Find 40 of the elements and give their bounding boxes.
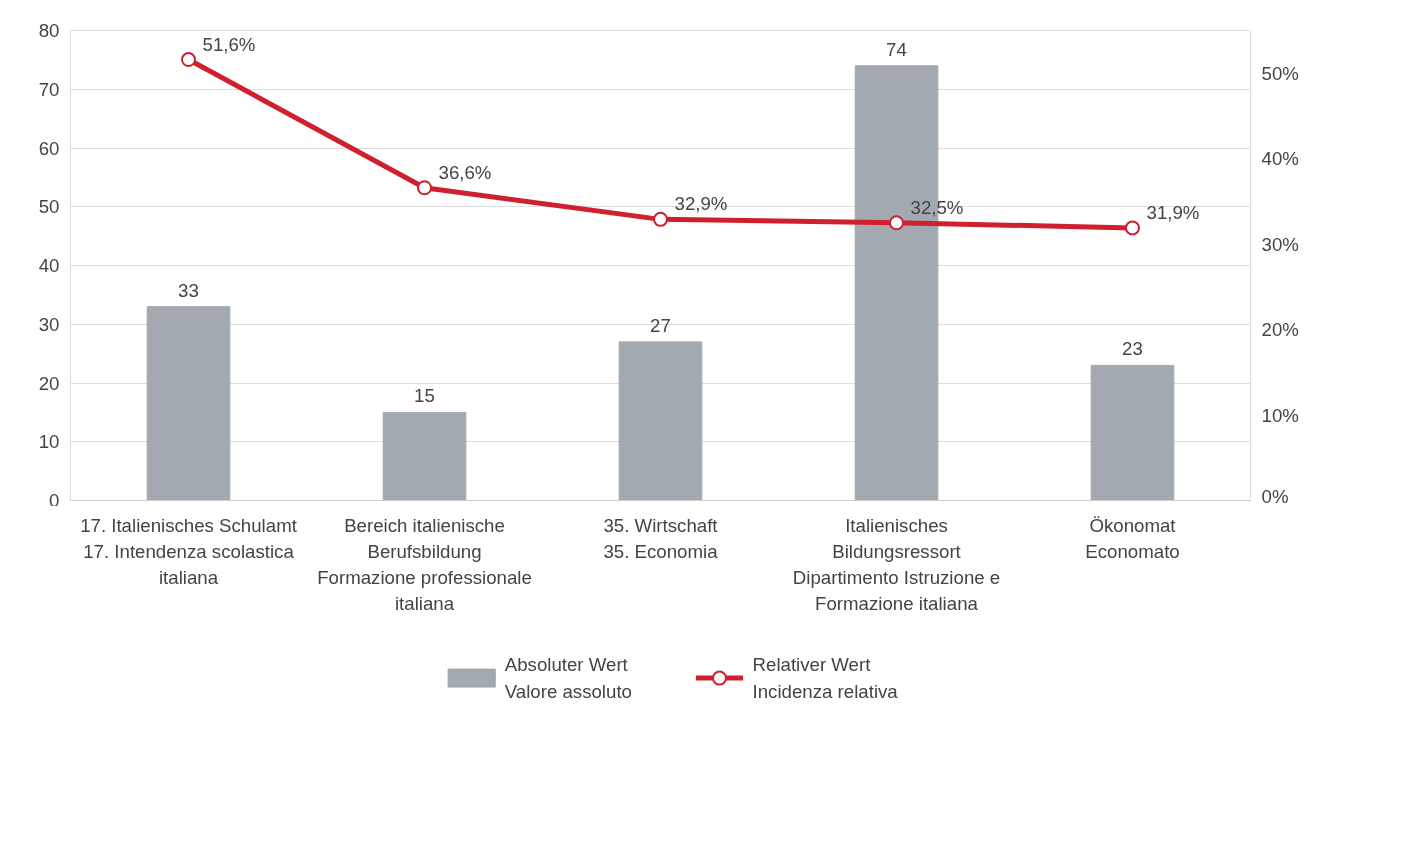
x-tick-label: Italienisches Bildungsressort Dipartimento Istruzione e Formazione italiana [792,514,1001,615]
bar [618,341,703,501]
y-tick-label: 70 [38,78,60,100]
data-label: 33 [178,279,199,301]
point [1125,220,1140,236]
data-label: 31,9% [1146,201,1200,223]
y-tick-label: 30 [38,313,60,335]
y-tick-label: 40 [38,255,60,276]
x-tick-label: 17. Italienisches Schulamt 17. Intendenza scolastica italiana [80,514,298,588]
x-tick-label: Ökonomat Economato [1085,514,1180,562]
y-tick-label: 60 [38,137,60,159]
data-label: 27 [650,314,671,336]
legend-label: Relativer Wert Incidenza relativa [752,654,899,702]
bar [146,306,231,501]
point [417,180,432,196]
data-label: 23 [1122,338,1143,360]
y2-tick-label: 50% [1261,62,1299,84]
y2-tick-label: 20% [1261,319,1299,341]
data-label: 51,6% [202,33,256,55]
bar [382,411,467,501]
y-tick-label: 20 [38,372,60,394]
legend-label: Absoluter Wert Valore assoluto [504,654,632,702]
y2-tick-label: 40% [1261,148,1299,170]
y2-tick-label: 30% [1261,233,1299,255]
y-tick-label: 50 [38,196,60,218]
point [889,215,904,231]
point [653,211,668,227]
y2-tick-label: 10% [1261,404,1299,426]
point [181,52,196,68]
data-label: 15 [414,385,435,407]
x-tick-label: Bereich italienische Berufsbildung Formazione professionale italiana [317,514,532,615]
y-tick-label: 80 [38,20,60,41]
data-label: 36,6% [438,161,492,183]
y-tick-label: 0 [49,489,60,511]
data-label: 32,9% [674,193,728,215]
y-tick-label: 10 [38,431,60,453]
x-tick-label: 35. Wirtschaft 35. Economia [603,514,719,562]
y2-tick-label: 0% [1261,485,1289,507]
data-label: 74 [886,38,907,60]
bar [1090,364,1175,501]
